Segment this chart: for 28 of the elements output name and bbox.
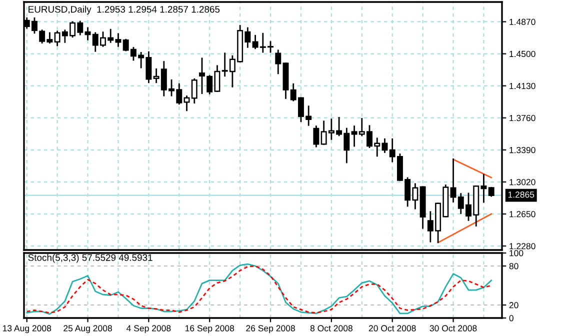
candlestick	[275, 50, 282, 74]
x-tick-label: 4 Sep 2008	[126, 325, 171, 334]
x-tick-label: 13 Aug 2008	[2, 325, 52, 334]
y-tick-label: 0	[509, 315, 514, 322]
ref-line-label: 1.2865	[508, 192, 534, 198]
x-tick-label: 26 Sep 2008	[246, 325, 295, 334]
y-tick-label: 1.4870	[510, 18, 536, 25]
y-tick-label: 1.4500	[510, 50, 536, 58]
y-tick-label: 1.3390	[510, 146, 536, 154]
x-tick-label: 30 Oct 2008	[430, 325, 477, 332]
chart-title: Stoch(5,3,3) 57.5529 49.5931	[28, 254, 152, 263]
y-tick-label: 100	[510, 250, 524, 256]
chart-title: EURUSD,Daily 1.2953 1.2954 1.2857 1.2865	[28, 6, 220, 15]
candlestick	[191, 78, 198, 104]
candlestick	[382, 138, 388, 153]
candlestick	[313, 126, 320, 148]
y-tick-label: 1.4130	[510, 82, 536, 90]
x-tick-label: 25 Aug 2008	[64, 325, 112, 334]
x-tick-label: 16 Sep 2008	[185, 325, 234, 334]
y-tick-label: 1.2650	[510, 211, 536, 218]
x-tick-label: 8 Oct 2008	[310, 325, 352, 332]
candlestick	[184, 96, 190, 112]
y-tick-label: 20	[509, 302, 518, 308]
y-tick-label: 1.3760	[510, 114, 536, 122]
y-tick-label: 1.2280	[510, 243, 536, 250]
x-tick-label: 20 Oct 2008	[368, 325, 416, 332]
y-tick-label: 80	[509, 263, 518, 270]
y-tick-label: 1.3020	[510, 179, 536, 186]
